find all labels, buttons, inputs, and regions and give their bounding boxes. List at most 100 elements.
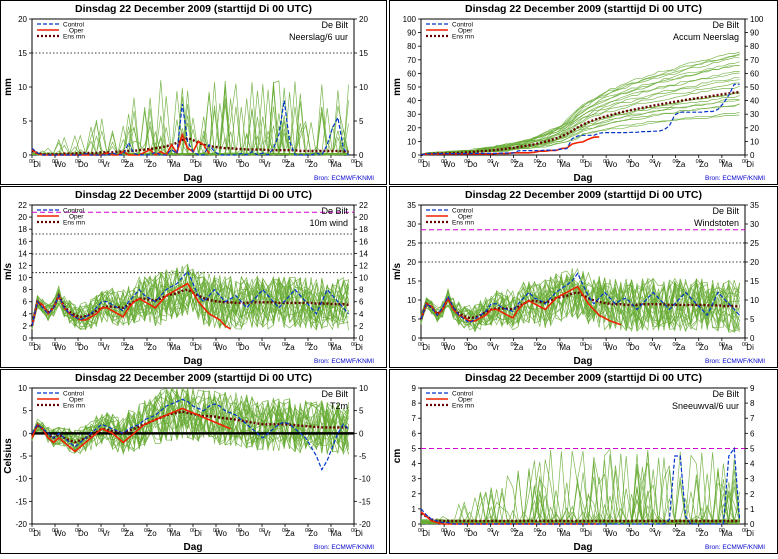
x-tick-day-label: Do bbox=[629, 529, 640, 538]
x-tick-day-label: Ma bbox=[721, 160, 733, 169]
y-tick-label-left: 5 bbox=[23, 407, 28, 416]
legend-ensmn-label: Ens mn bbox=[452, 34, 474, 41]
y-axis-label: Celsius bbox=[3, 438, 14, 474]
y-tick-label-right: 20 bbox=[750, 258, 759, 267]
x-tick-hour-label: 00 bbox=[98, 528, 104, 534]
x-tick-hour-label: 00 bbox=[29, 342, 35, 348]
y-tick-label-right: 8 bbox=[359, 286, 364, 295]
x-tick-hour-label: 00 bbox=[236, 342, 242, 348]
x-tick-hour-label: 00 bbox=[328, 159, 334, 165]
y-tick-label-right: 1 bbox=[750, 505, 755, 514]
x-tick-hour-label: 00 bbox=[626, 159, 632, 165]
y-tick-label-left: 22 bbox=[18, 201, 27, 210]
series-control-line bbox=[420, 446, 741, 525]
legend-control-label: Control bbox=[63, 391, 85, 398]
y-tick-label-left: 1 bbox=[412, 505, 417, 514]
y-tick-label-right: 0 bbox=[359, 334, 364, 343]
y-axis-label: mm bbox=[392, 78, 403, 96]
ensemble-member-line bbox=[31, 394, 349, 454]
y-axis-label: m/s bbox=[3, 262, 14, 280]
x-tick-day-label: Ma bbox=[330, 160, 342, 169]
y-tick-label-left: 12 bbox=[18, 261, 27, 270]
y-tick-label-right: 20 bbox=[750, 124, 759, 133]
legend-ensmn-label: Ens mn bbox=[63, 403, 85, 410]
x-tick-day-label: Di bbox=[422, 343, 430, 352]
x-tick-day-label: Za bbox=[124, 343, 134, 352]
ensemble-member-line bbox=[420, 451, 740, 525]
meteogram-panel-4: Dinsdag 22 December 2009 (starttijd Di 0… bbox=[389, 186, 778, 368]
x-tick-hour-label: 00 bbox=[121, 342, 127, 348]
x-tick-day-label: Do bbox=[239, 160, 250, 169]
variable-label: Windstoten bbox=[694, 218, 739, 228]
x-tick-day-label: Di bbox=[33, 343, 41, 352]
panel-title: Dinsdag 22 December 2009 (starttijd Di 0… bbox=[75, 372, 312, 384]
y-tick-label-right: 22 bbox=[359, 201, 368, 210]
panel-title: Dinsdag 22 December 2009 (starttijd Di 0… bbox=[75, 3, 312, 15]
ensemble-member-line bbox=[420, 51, 740, 155]
series-control-line bbox=[420, 83, 740, 156]
x-tick-day-label: Do bbox=[78, 343, 89, 352]
x-tick-hour-label: 00 bbox=[259, 342, 265, 348]
series-control-line bbox=[420, 272, 741, 324]
y-tick-label-left: 60 bbox=[407, 69, 416, 78]
x-tick-hour-label: 00 bbox=[580, 159, 586, 165]
x-tick-hour-label: 00 bbox=[742, 159, 748, 165]
x-tick-day-label: Ma bbox=[330, 343, 342, 352]
y-tick-label-left: 0 bbox=[412, 151, 417, 160]
y-tick-label-right: 2 bbox=[750, 490, 755, 499]
y-tick-label-right: 10 bbox=[750, 137, 759, 146]
x-tick-day-label: Wo bbox=[215, 160, 227, 169]
variable-label: Neerslag/6 uur bbox=[289, 32, 348, 42]
x-tick-hour-label: 00 bbox=[213, 159, 219, 165]
x-tick-hour-label: 00 bbox=[305, 342, 311, 348]
x-tick-hour-label: 00 bbox=[305, 159, 311, 165]
x-tick-hour-label: 00 bbox=[259, 159, 265, 165]
x-tick-hour-label: 00 bbox=[167, 528, 173, 534]
x-tick-hour-label: 00 bbox=[742, 342, 748, 348]
x-tick-day-label: Za bbox=[124, 160, 134, 169]
x-tick-day-label: Ma bbox=[559, 343, 571, 352]
y-tick-label-right: 5 bbox=[359, 407, 364, 416]
x-tick-hour-label: 00 bbox=[441, 159, 447, 165]
x-tick-day-label: Di bbox=[422, 529, 430, 538]
y-tick-label-right: 0 bbox=[750, 151, 755, 160]
y-tick-label-left: 0 bbox=[23, 429, 28, 438]
x-tick-hour-label: 00 bbox=[511, 159, 517, 165]
x-tick-day-label: Di bbox=[422, 160, 430, 169]
y-tick-label-left: 8 bbox=[412, 399, 417, 408]
y-tick-label-left: 2 bbox=[412, 490, 417, 499]
ensemble-member-line bbox=[420, 448, 740, 525]
x-tick-hour-label: 00 bbox=[98, 342, 104, 348]
x-tick-day-label: Do bbox=[629, 343, 640, 352]
x-tick-hour-label: 00 bbox=[511, 342, 517, 348]
y-tick-label-left: 10 bbox=[18, 384, 27, 393]
y-tick-label-right: 3 bbox=[750, 475, 755, 484]
y-tick-label-right: 0 bbox=[750, 334, 755, 343]
ensemble-members bbox=[420, 267, 740, 334]
y-tick-label-left: 0 bbox=[412, 334, 417, 343]
x-tick-hour-label: 00 bbox=[464, 528, 470, 534]
y-tick-label-left: 20 bbox=[18, 15, 27, 24]
x-axis-label: Dag bbox=[574, 542, 593, 553]
y-tick-label-left: 0 bbox=[412, 520, 417, 529]
meteogram-panel-3: Dinsdag 22 December 2009 (starttijd Di 0… bbox=[0, 186, 387, 368]
variable-label: Sneeuwval/6 uur bbox=[672, 401, 739, 411]
x-tick-hour-label: 00 bbox=[696, 528, 702, 534]
x-tick-hour-label: 00 bbox=[236, 528, 242, 534]
y-tick-label-right: 5 bbox=[750, 444, 755, 453]
x-tick-hour-label: 00 bbox=[464, 342, 470, 348]
y-tick-label-left: 15 bbox=[407, 277, 416, 286]
x-tick-day-label: Wo bbox=[215, 529, 227, 538]
x-tick-day-label: Za bbox=[514, 529, 524, 538]
x-tick-day-label: Vr bbox=[492, 160, 500, 169]
x-tick-day-label: Zo bbox=[308, 343, 318, 352]
y-tick-label-right: 10 bbox=[359, 83, 368, 92]
x-tick-hour-label: 00 bbox=[351, 528, 357, 534]
y-tick-label-right: 60 bbox=[750, 69, 759, 78]
x-tick-hour-label: 00 bbox=[603, 342, 609, 348]
y-tick-label-right: 6 bbox=[750, 429, 755, 438]
ensemble-member-line bbox=[31, 264, 349, 331]
